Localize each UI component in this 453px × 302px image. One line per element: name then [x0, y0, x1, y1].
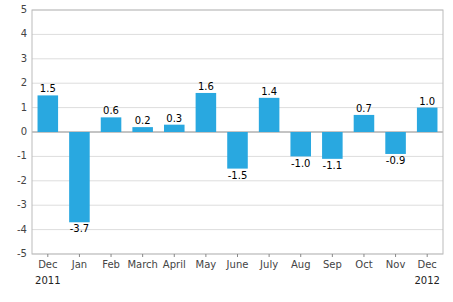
- x-tick: [47, 254, 48, 257]
- bar: [322, 132, 343, 159]
- grid: [32, 10, 443, 254]
- x-tick: [237, 254, 238, 257]
- data-label: -3.7: [70, 223, 90, 234]
- data-label: 1.6: [198, 81, 214, 92]
- data-label: 0.2: [135, 115, 151, 126]
- x-tick-label: Feb: [102, 259, 120, 270]
- data-label: 0.3: [166, 113, 182, 124]
- x-tick-label: Sep: [323, 259, 342, 270]
- bar: [259, 98, 280, 132]
- x-tick-label: April: [163, 259, 186, 270]
- x-tick: [363, 254, 364, 257]
- data-label: 1.0: [419, 96, 435, 107]
- x-tick: [395, 254, 396, 257]
- data-label: -1.0: [291, 158, 311, 169]
- data-label: -1.5: [228, 170, 248, 181]
- data-label: 1.4: [261, 86, 277, 97]
- x-tick-label: May: [196, 259, 217, 270]
- data-label: -0.9: [386, 155, 406, 166]
- x-tick-label: Oct: [355, 259, 372, 270]
- annotations: 2011 2012: [35, 275, 440, 286]
- y-tick-label: 0: [21, 126, 27, 137]
- x-tick-label: June: [226, 259, 249, 270]
- x-tick: [174, 254, 175, 257]
- x-tick: [205, 254, 206, 257]
- grid-line: [32, 107, 443, 108]
- data-label: 0.6: [103, 105, 119, 116]
- y-tick-label: 3: [21, 53, 27, 64]
- y-axis: -5 -4 -3 -2 -1 0 1 2 3 4 5: [17, 4, 27, 259]
- x-tick: [79, 254, 80, 257]
- y-tick-label: -4: [17, 224, 27, 235]
- year-label: 2011: [35, 275, 60, 286]
- grid-line: [32, 58, 443, 59]
- grid-line: [32, 229, 443, 230]
- data-label: 0.7: [356, 103, 372, 114]
- bar: [164, 125, 185, 132]
- y-tick-label: 2: [21, 77, 27, 88]
- bar: [354, 115, 375, 132]
- x-axis: Dec Jan Feb March April May June July Aug Sep Oct N…: [38, 254, 437, 270]
- x-tick-label: Jan: [71, 259, 87, 270]
- chart: -5-4-3-2-10123451.5-3.70.60.20.31.6-1.51…: [0, 0, 453, 302]
- data-label: -1.1: [323, 160, 343, 171]
- year-label: 2012: [414, 275, 439, 286]
- x-tick-label: Aug: [291, 259, 311, 270]
- bar: [132, 127, 153, 132]
- x-tick-label: Dec: [38, 259, 57, 270]
- x-tick: [269, 254, 270, 257]
- y-tick-label: 1: [21, 102, 27, 113]
- x-tick: [111, 254, 112, 257]
- y-tick-label: 4: [21, 28, 27, 39]
- bar: [227, 132, 248, 169]
- x-tick: [300, 254, 301, 257]
- plot-frame: [32, 10, 443, 254]
- bar: [385, 132, 406, 154]
- x-tick-label: Dec: [418, 259, 437, 270]
- data-labels: 1.5 -3.7 0.6 0.2 0.3 1.6 -1.5 1.4 -1.0 -1.1 0.7 -0.…: [40, 81, 435, 235]
- bar: [290, 132, 311, 156]
- y-tick-label: -1: [17, 150, 27, 161]
- y-tick-label: -5: [17, 248, 27, 259]
- x-tick-label: Nov: [386, 259, 406, 270]
- grid-line: [32, 34, 443, 35]
- bar: [101, 117, 122, 132]
- bars: [38, 93, 438, 222]
- x-tick: [332, 254, 333, 257]
- bar: [196, 93, 217, 132]
- x-tick: [427, 254, 428, 257]
- bar: [38, 95, 59, 132]
- bar: [69, 132, 90, 222]
- x-tick-label: July: [259, 259, 278, 270]
- x-tick: [142, 254, 143, 257]
- data-label: 1.5: [40, 83, 56, 94]
- x-tick-label: March: [127, 259, 157, 270]
- grid-line: [32, 83, 443, 84]
- grid-line: [32, 205, 443, 206]
- y-tick-label: -3: [17, 199, 27, 210]
- bar: [417, 108, 438, 132]
- chart-container: -5-4-3-2-10123451.5-3.70.60.20.31.6-1.51…: [0, 0, 453, 302]
- y-tick-label: 5: [21, 4, 27, 15]
- y-tick-label: -2: [17, 175, 27, 186]
